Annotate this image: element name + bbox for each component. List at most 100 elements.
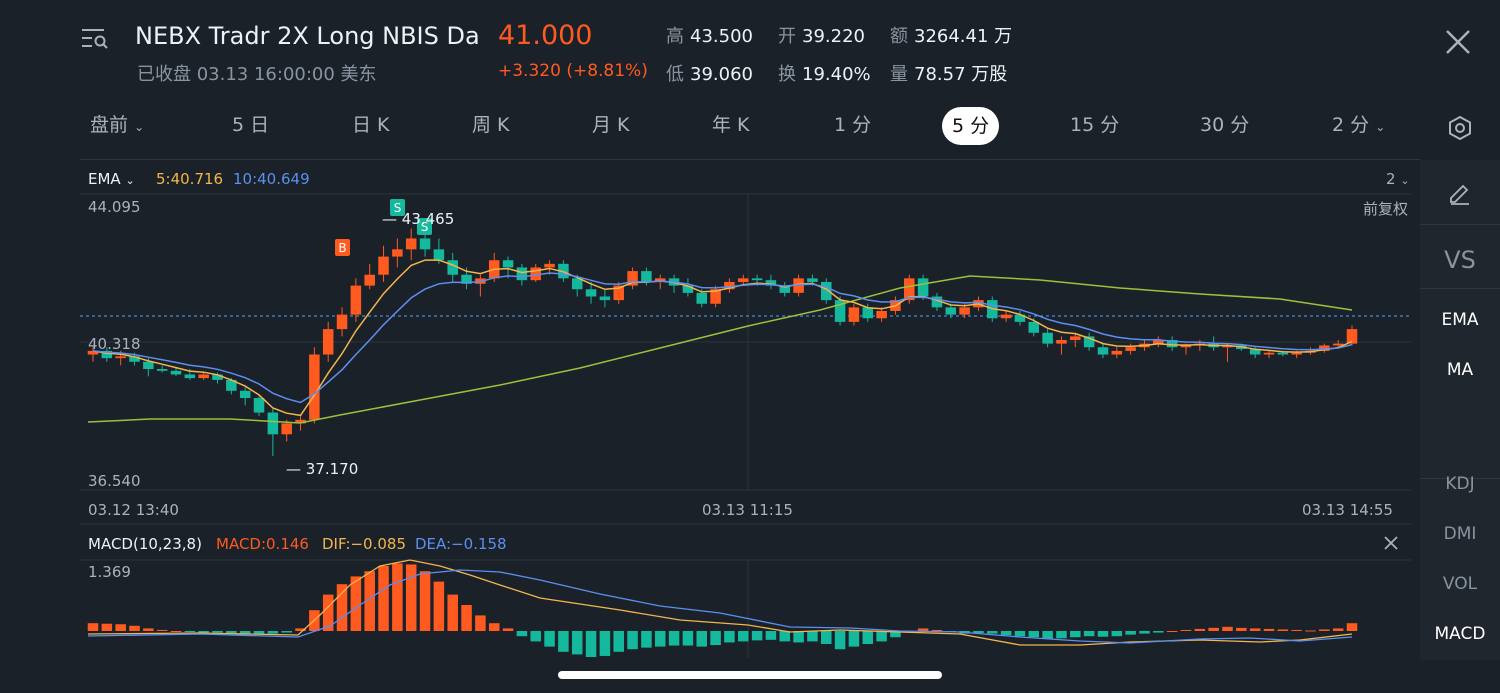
macd-bar	[461, 605, 472, 631]
macd-bar	[931, 629, 943, 631]
tab-30min[interactable]: 30 分	[1200, 114, 1250, 136]
tab-5min[interactable]: 5 分	[942, 107, 1000, 145]
dif-value: DIF:−0.085	[322, 535, 407, 553]
x-axis-end: 03.13 14:55	[1302, 501, 1393, 519]
tab-day[interactable]: 日 K	[352, 114, 390, 136]
candle-body	[1111, 350, 1123, 355]
candle-body	[862, 307, 874, 319]
macd-bar	[156, 629, 168, 631]
macd-bar	[737, 631, 749, 642]
macd-bar	[917, 628, 929, 631]
svg-text:S: S	[394, 201, 402, 215]
tab-15min[interactable]: 15 分	[1070, 114, 1120, 136]
macd-bar	[1263, 628, 1275, 631]
tab-premarket[interactable]: 盘前 ⌄	[90, 114, 145, 136]
tab-2min[interactable]: 2 分 ⌄	[1332, 114, 1386, 136]
stat-volume: 量 78.57 万股	[890, 64, 1008, 85]
candle-body	[793, 278, 804, 293]
candle-body	[392, 249, 403, 257]
candle-body	[779, 285, 791, 293]
sell-marker-2: S	[417, 218, 432, 235]
tab-year[interactable]: 年 K	[712, 114, 750, 136]
candle-body	[876, 310, 887, 319]
adjust-label[interactable]: 前复权	[1363, 200, 1409, 218]
candle-body	[1042, 332, 1053, 344]
macd-bar	[170, 631, 182, 632]
macd-bar	[143, 628, 154, 631]
macd-bar	[1194, 628, 1206, 631]
macd-bar	[821, 631, 832, 644]
candle-body	[1014, 314, 1026, 322]
candle-body	[959, 307, 970, 315]
stat-low: 低 39.060	[666, 64, 753, 85]
macd-bar	[571, 631, 583, 655]
macd-bar	[198, 631, 209, 633]
stock-title: NEBX Tradr 2X Long NBIS Daily	[135, 22, 480, 50]
chart-canvas: B S S	[80, 193, 1412, 658]
stat-open: 开 39.220	[778, 26, 865, 47]
macd-bar	[973, 631, 984, 634]
candle-body	[419, 238, 431, 250]
settings-icon[interactable]	[1446, 114, 1474, 142]
candle-body	[1180, 345, 1192, 348]
macd-bar	[807, 631, 818, 642]
ema-long-line	[87, 275, 1353, 424]
tab-5day[interactable]: 5 日	[232, 114, 270, 136]
candle-body	[1249, 349, 1261, 355]
macd-bar	[793, 631, 804, 643]
indicator-ma[interactable]: MA	[1446, 360, 1474, 380]
candle-body	[156, 369, 168, 371]
candle-body	[1263, 352, 1275, 355]
macd-bar	[558, 631, 569, 652]
macd-bar	[585, 631, 597, 657]
candle-body	[737, 278, 749, 282]
indicator-macd[interactable]: MACD	[1434, 624, 1486, 644]
macd-close-icon[interactable]	[1383, 535, 1399, 551]
macd-bar	[1222, 626, 1233, 631]
indicator-ema[interactable]: EMA	[1441, 310, 1479, 330]
macd-bar	[876, 631, 887, 642]
menu-search-icon[interactable]	[82, 26, 110, 50]
macd-title[interactable]: MACD(10,23,8)	[88, 535, 202, 553]
candle-body	[544, 263, 555, 268]
draw-pencil-icon[interactable]	[1420, 180, 1500, 211]
indicator-vol[interactable]: VOL	[1442, 574, 1478, 594]
macd-value: MACD:0.146	[216, 535, 309, 553]
price-change: +3.320 (+8.81%)	[498, 61, 648, 81]
compare-vs-button[interactable]: VS	[1444, 246, 1476, 274]
macd-bar	[1097, 631, 1109, 637]
macd-bar	[115, 624, 126, 631]
stat-amount: 额 3264.41 万	[890, 26, 1013, 47]
y-axis-top: 44.095	[88, 198, 141, 216]
candle-body	[834, 300, 846, 322]
tab-week[interactable]: 周 K	[472, 114, 510, 136]
candle-body	[129, 356, 140, 362]
candle-body	[904, 278, 915, 301]
macd-bar	[336, 584, 348, 631]
last-price: 41.000	[498, 20, 593, 51]
macd-bar	[502, 628, 514, 631]
indicator-kdj[interactable]: KDJ	[1445, 474, 1475, 494]
ema-period-selector[interactable]: 2 ⌄	[1386, 170, 1410, 188]
candle-body	[1097, 347, 1109, 355]
candle-body	[364, 274, 375, 286]
macd-bar	[1180, 629, 1192, 631]
candle-body	[1125, 347, 1136, 351]
indicator-selector[interactable]: EMA ⌄	[88, 170, 135, 188]
macd-bar	[295, 628, 306, 631]
candle-body	[378, 256, 389, 275]
macd-bar	[1291, 629, 1302, 631]
candle-body	[682, 285, 694, 293]
market-status: 已收盘 03.13 16:00:00 美东	[137, 64, 377, 85]
tab-1min[interactable]: 1 分	[834, 114, 872, 136]
candle-body	[848, 307, 860, 322]
candle-body	[724, 281, 735, 290]
indicator-dmi[interactable]: DMI	[1443, 524, 1477, 544]
tab-month[interactable]: 月 K	[592, 114, 630, 136]
macd-bar	[530, 631, 541, 642]
candle-body	[931, 296, 943, 308]
close-icon[interactable]	[1444, 28, 1472, 56]
macd-bar	[322, 594, 334, 631]
macd-bar	[1305, 630, 1316, 632]
macd-bar	[724, 631, 735, 643]
